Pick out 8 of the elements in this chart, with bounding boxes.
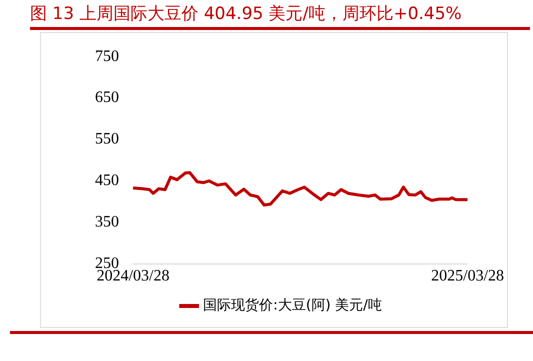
y-tick-label: 650: [95, 89, 119, 106]
x-tick-label: 2025/03/28: [431, 268, 504, 285]
legend-label: 国际现货价:大豆(阿) 美元/吨: [203, 298, 382, 314]
y-tick-label: 750: [95, 48, 119, 65]
y-tick-label: 550: [95, 130, 119, 148]
y-tick-label: 450: [95, 172, 119, 190]
y-tick-label: 350: [95, 214, 119, 231]
chart-title: 图 13 上周国际大豆价 404.95 美元/吨，周环比+0.45%: [30, 2, 530, 30]
